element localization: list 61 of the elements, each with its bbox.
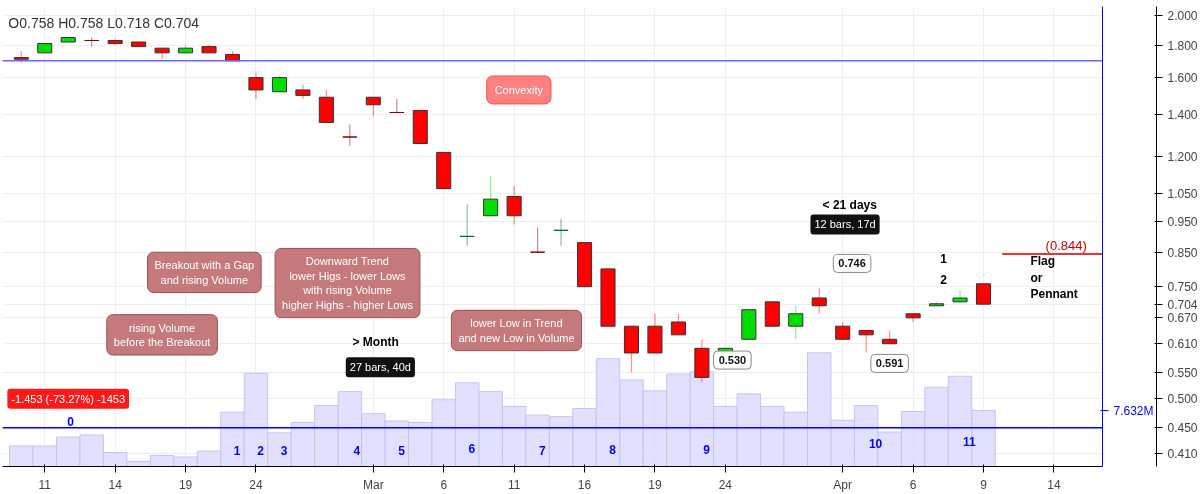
y-tick-label: 1.050 [1167,187,1198,202]
annotation: -1.453 (-73.27%) -1453 [11,392,126,405]
annotation: rising Volume before the Breakout [113,321,211,349]
ref-line-label: (0.844) [1045,238,1087,254]
annotation: 8 [609,442,617,457]
annotation: 0.746 [838,257,866,270]
x-tick-label: 16 [577,477,592,492]
y2-tick-label: 7.632M [1113,403,1154,418]
annotation: 2 [257,443,265,458]
annotation: < 21 days [822,197,878,212]
x-tick-label: 6 [909,477,917,492]
y-tick-label: 1.600 [1167,71,1198,86]
annotation: 4 [353,443,361,458]
annotation: 27 bars, 40d [349,361,411,374]
x-tick-label: 19 [178,477,193,492]
annotation: 9 [703,442,711,457]
y-tick-label: 0.500 [1167,392,1198,407]
annotation: 6 [468,441,476,456]
x-tick-label: Mar [362,477,384,492]
annotation: 1 [233,443,241,458]
annotation: Flag or Pennant [1030,253,1078,302]
annotation: Breakout with a Gap and rising Volume [154,259,255,286]
x-tick-label: 24 [249,477,263,492]
y-tick-label: 0.550 [1167,365,1198,380]
x-tick-label: 9 [980,477,988,492]
annotation: > Month [352,335,399,350]
y-tick-label: 0.704 [1167,297,1198,312]
annotation: 10 [868,436,883,451]
annotation: 5 [398,443,406,458]
y-tick-label: 1.800 [1167,38,1198,53]
x-tick-label: 11 [38,477,52,492]
annotation: 12 bars, 17d [814,218,876,231]
annotation: Convexity [494,83,544,96]
x-tick-label: Apr [833,477,853,492]
annotation: 2 [940,272,948,287]
x-tick-label: 24 [718,477,733,492]
x-tick-label: 6 [440,477,448,492]
annotation: lower Low in Trend and new Low in Volume [458,317,575,344]
y-tick-label: 2.000 [1167,9,1198,24]
annotation: Downward Trend lower Higs - lower Lows with rising Volume higher Highs - higher Lows [282,255,414,311]
y-tick-label: 0.850 [1167,245,1198,260]
annotation: 11 [963,435,977,450]
y-tick-label: 1.200 [1167,150,1198,165]
x-tick-label: 14 [1047,477,1061,492]
annotation: 0 [67,415,75,430]
annotation: 1 [940,252,948,267]
x-tick-label: 11 [507,477,521,492]
y-tick-label: 0.950 [1167,214,1198,229]
annotation: O0.758 H0.758 L0.718 C0.704 [8,14,200,31]
x-tick-label: 14 [108,477,123,492]
x-tick-label: 19 [648,477,662,492]
y-tick-label: 0.450 [1167,421,1198,436]
y-tick-label: 0.410 [1167,446,1198,461]
y-tick-label: 0.750 [1167,280,1198,295]
y-tick-label: 0.610 [1167,337,1198,352]
annotation: 0.591 [875,357,904,370]
annotation: 3 [280,443,288,458]
annotation: 0.530 [718,354,747,367]
annotation: 7 [538,443,546,458]
y-tick-label: 1.400 [1167,107,1198,122]
y-tick-label: 0.670 [1167,311,1198,326]
